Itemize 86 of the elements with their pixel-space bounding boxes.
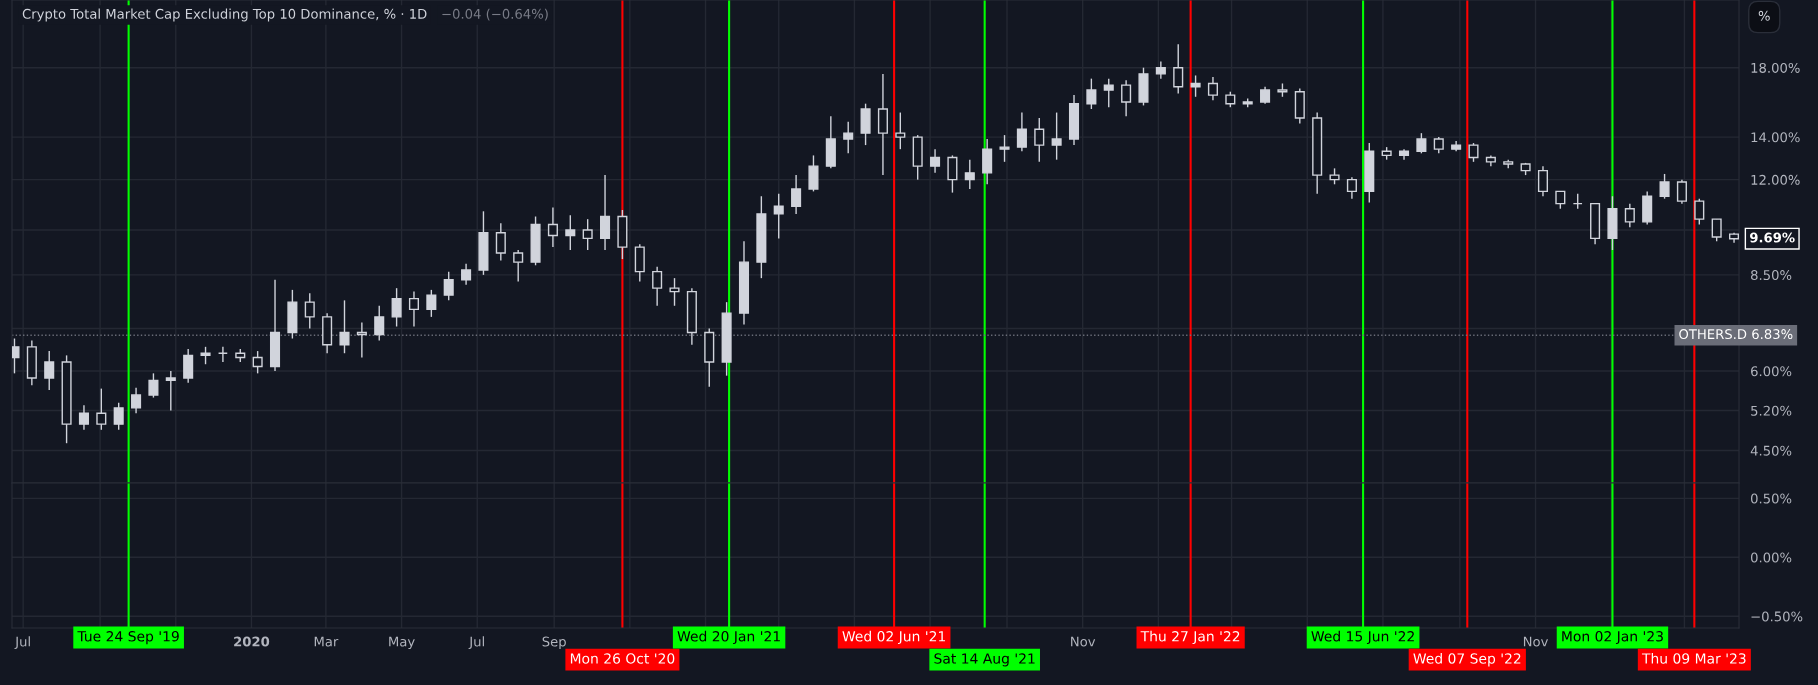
y-tick-label: 14.00%	[1751, 132, 1800, 143]
candlestick	[982, 138, 993, 185]
y-tick-label: −0.50%	[1751, 611, 1803, 622]
candlestick	[999, 134, 1010, 163]
x-tick-label: Nov	[1071, 636, 1096, 647]
candlestick	[1103, 77, 1114, 108]
ref-line-label: Thu 27 Jan '22	[1140, 630, 1240, 645]
y-tick-label: 8.50%	[1751, 270, 1792, 281]
candlestick	[930, 148, 941, 174]
candlestick	[131, 386, 142, 414]
ref-line-label: Wed 15 Jun '22	[1311, 630, 1414, 645]
x-tick-label: Nov	[1523, 636, 1549, 647]
x-tick-label: 2020	[234, 636, 270, 647]
annotation: 9.69%	[1750, 232, 1795, 243]
candlestick	[1346, 176, 1357, 200]
candlestick	[947, 154, 958, 194]
candlestick	[582, 218, 593, 251]
candlestick	[461, 263, 472, 286]
candlestick	[113, 402, 124, 431]
candlestick	[1207, 76, 1218, 101]
candlestick	[1711, 218, 1722, 242]
ref-line-label: Mon 26 Oct '20	[570, 653, 675, 664]
candlestick	[1173, 43, 1184, 95]
text: %	[1758, 10, 1770, 21]
candlestick	[44, 350, 55, 391]
candlestick	[426, 289, 437, 318]
candlestick	[495, 222, 506, 262]
ref-line-label: Mon 02 Jan '23	[1562, 631, 1663, 645]
candlestick	[443, 270, 454, 302]
candlestick	[374, 305, 385, 342]
x-tick-label: May	[389, 636, 415, 650]
candlestick	[1121, 79, 1132, 117]
ref-line-label: Wed 20 Jan '21	[677, 630, 780, 645]
ref-line-label: Sat 14 Aug '21	[934, 653, 1035, 667]
ref-line-label: Wed 02 Jun '21	[842, 630, 946, 645]
y-tick-label: 4.50%	[1750, 445, 1792, 456]
candlestick	[513, 249, 524, 283]
candlestick	[408, 290, 420, 328]
candlestick	[183, 348, 194, 384]
y-tick-label: 0.50%	[1750, 493, 1792, 504]
candlestick	[356, 321, 367, 359]
candlestick	[565, 214, 576, 251]
candlestick	[1659, 173, 1670, 200]
y-tick-label: 18.00%	[1751, 62, 1800, 73]
candlestick	[148, 372, 159, 399]
text: Crypto Total Market Cap Excluding Top 10 Dominance, % · 1D	[22, 8, 427, 22]
candlestick	[1468, 142, 1479, 163]
candlestick	[252, 350, 263, 375]
candlestick	[1676, 178, 1687, 205]
x-tick-label: Jul	[14, 636, 30, 649]
candlestick	[1694, 198, 1705, 226]
candlestick	[1416, 132, 1427, 155]
candlestick	[599, 174, 611, 251]
candlestick	[1086, 77, 1097, 110]
candlestick	[669, 277, 680, 307]
candlestick	[791, 174, 802, 215]
candlestick	[843, 121, 854, 155]
candlestick	[1034, 117, 1045, 163]
ref-line-label: Tue 24 Sep '19	[77, 631, 179, 645]
ref-line-label: Thu 09 Mar '23	[1641, 653, 1746, 664]
candlestick	[1016, 111, 1027, 152]
candlestick	[78, 404, 89, 431]
candlestick	[895, 111, 906, 150]
candlestick	[1624, 202, 1635, 228]
candlestick	[304, 292, 315, 330]
candlestick	[1537, 165, 1549, 197]
candlestick	[652, 266, 663, 307]
candlestick	[339, 299, 350, 354]
y-tick-label: 5.20%	[1751, 405, 1792, 416]
y-tick-label: 12.00%	[1751, 174, 1800, 185]
candlestick	[964, 158, 975, 190]
text: −0.04 (−0.64%)	[442, 8, 548, 21]
y-tick-label: 6.00%	[1751, 366, 1792, 377]
candlestick	[1051, 111, 1062, 161]
candlestick	[165, 370, 176, 412]
candlestick	[547, 206, 558, 248]
candlestick	[808, 154, 819, 193]
candlestick	[391, 287, 402, 328]
ref-line-label: OTHERS.D 6.83%	[1679, 329, 1793, 340]
y-tick-label: 0.00%	[1750, 552, 1792, 563]
candlestick	[773, 193, 784, 240]
candlestick	[96, 387, 107, 431]
x-tick-label: Jul	[468, 636, 484, 649]
x-tick-label: Sep	[542, 636, 566, 650]
x-tick-label: Mar	[314, 636, 339, 647]
ref-line-label: Wed 07 Sep '22	[1413, 653, 1521, 667]
